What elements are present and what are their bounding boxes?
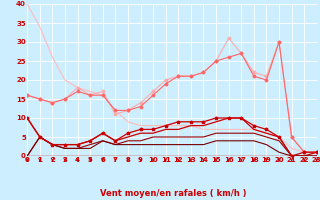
Text: Vent moyen/en rafales ( km/h ): Vent moyen/en rafales ( km/h ) xyxy=(100,189,246,198)
